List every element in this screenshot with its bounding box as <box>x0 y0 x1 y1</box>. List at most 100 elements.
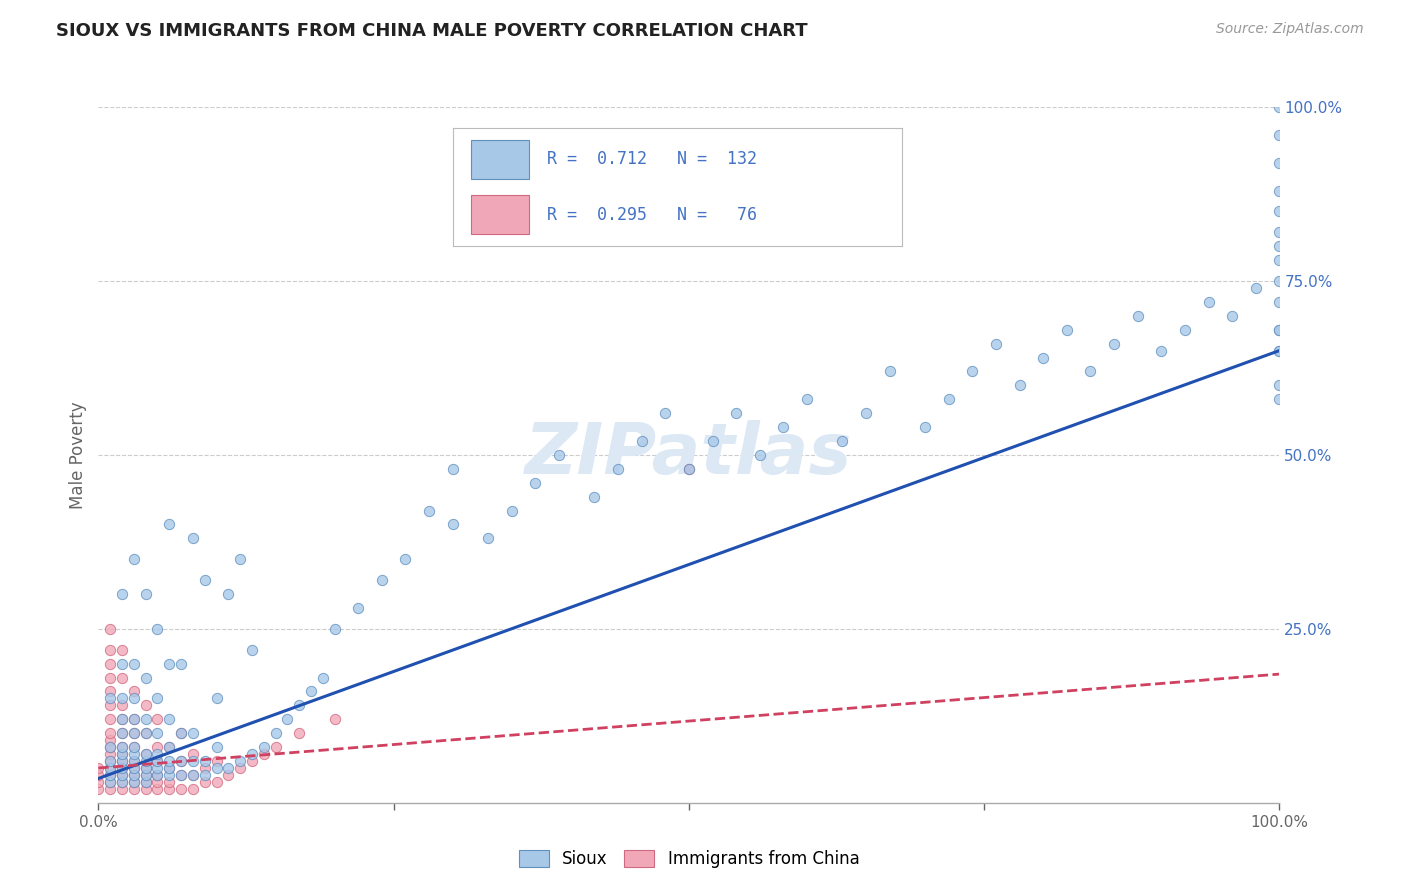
Point <box>122 712 145 726</box>
Point <box>194 754 217 768</box>
Point <box>157 740 180 755</box>
Point <box>98 712 121 726</box>
Point <box>111 775 134 789</box>
Point <box>98 657 121 671</box>
Point <box>98 781 121 796</box>
Point <box>1268 100 1291 114</box>
Point <box>122 775 145 789</box>
Point <box>146 775 169 789</box>
Point <box>135 587 157 601</box>
Point <box>1268 274 1291 288</box>
Point <box>111 726 134 740</box>
Point <box>1268 378 1291 392</box>
Point <box>524 475 547 490</box>
Point <box>111 712 134 726</box>
Point <box>146 691 169 706</box>
Point <box>1268 323 1291 337</box>
Point <box>678 462 700 476</box>
Point <box>264 740 287 755</box>
Point <box>98 768 121 782</box>
Point <box>98 698 121 713</box>
Point <box>111 754 134 768</box>
Point <box>122 781 145 796</box>
Point <box>725 406 748 420</box>
Point <box>984 336 1007 351</box>
Point <box>98 733 121 747</box>
Point <box>146 754 169 768</box>
Point <box>181 532 204 546</box>
Point <box>170 657 193 671</box>
Point <box>217 768 239 782</box>
Text: Source: ZipAtlas.com: Source: ZipAtlas.com <box>1216 22 1364 37</box>
Point <box>87 775 110 789</box>
Point <box>181 768 204 782</box>
Point <box>122 684 145 698</box>
Point <box>299 684 322 698</box>
Point <box>654 406 676 420</box>
Point <box>146 781 169 796</box>
Point <box>135 775 157 789</box>
Point <box>194 768 217 782</box>
Point <box>170 726 193 740</box>
Point <box>323 622 346 636</box>
Point <box>98 754 121 768</box>
Point <box>135 698 157 713</box>
Point <box>879 364 901 378</box>
Point <box>607 462 630 476</box>
Point <box>98 747 121 761</box>
Point <box>253 747 276 761</box>
Point <box>1268 253 1291 268</box>
Point <box>87 781 110 796</box>
Point <box>630 434 652 448</box>
Point <box>111 698 134 713</box>
Point <box>229 754 252 768</box>
Point <box>98 775 121 789</box>
Point <box>111 761 134 775</box>
Point <box>98 622 121 636</box>
Point <box>678 462 700 476</box>
Point <box>276 712 298 726</box>
Point <box>962 364 984 378</box>
Point <box>122 552 145 566</box>
Legend: Sioux, Immigrants from China: Sioux, Immigrants from China <box>512 843 866 875</box>
Point <box>98 691 121 706</box>
Point <box>157 657 180 671</box>
Point <box>1174 323 1197 337</box>
Point <box>170 781 193 796</box>
Point <box>194 775 217 789</box>
Point <box>135 754 157 768</box>
Point <box>98 684 121 698</box>
Point <box>205 691 228 706</box>
Point <box>418 503 440 517</box>
Point <box>98 761 121 775</box>
Point <box>501 503 523 517</box>
Point <box>135 768 157 782</box>
Point <box>111 775 134 789</box>
Point <box>146 761 169 775</box>
Point <box>98 642 121 657</box>
Point <box>205 761 228 775</box>
Point <box>205 740 228 755</box>
Point <box>111 671 134 685</box>
Point <box>157 768 180 782</box>
Point <box>170 754 193 768</box>
Point <box>1080 364 1102 378</box>
Point <box>240 754 263 768</box>
Point <box>1268 128 1291 142</box>
Point <box>702 434 724 448</box>
Point <box>831 434 853 448</box>
Point <box>135 726 157 740</box>
Point <box>111 754 134 768</box>
Point <box>135 712 157 726</box>
Point <box>1268 225 1291 239</box>
Point <box>98 671 121 685</box>
Point <box>122 740 145 755</box>
Point <box>1008 378 1031 392</box>
Point <box>194 761 217 775</box>
Point <box>98 768 121 782</box>
Point <box>98 726 121 740</box>
Point <box>217 587 239 601</box>
Point <box>111 768 134 782</box>
Point <box>181 781 204 796</box>
Point <box>122 691 145 706</box>
